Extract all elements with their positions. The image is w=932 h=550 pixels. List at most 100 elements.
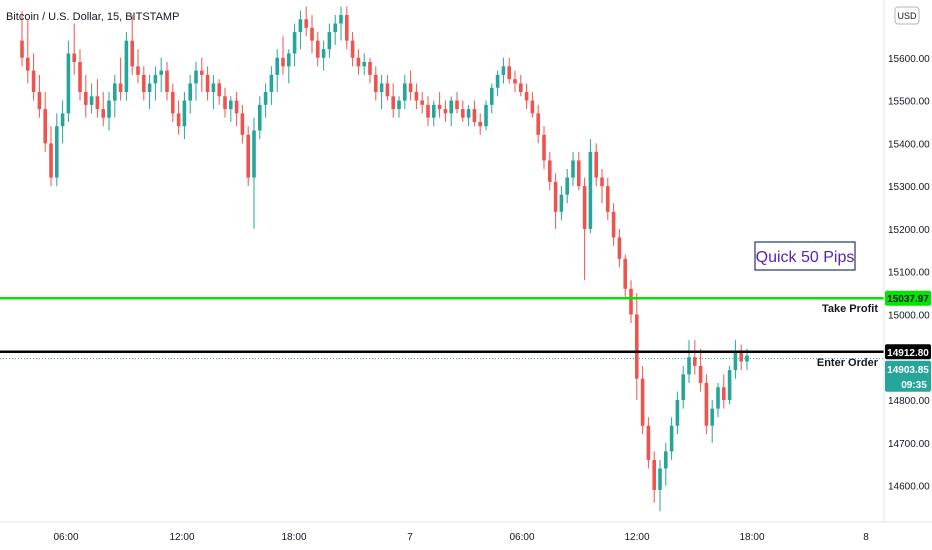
candle-body[interactable] [542, 134, 546, 161]
candle-body[interactable] [565, 177, 569, 195]
candle-body[interactable] [414, 91, 419, 101]
candle-body[interactable] [356, 57, 361, 67]
time-axis[interactable]: 06:00 12:00 18:00 7 06:00 12:00 18:00 8 [0, 521, 932, 543]
candle-body[interactable] [461, 109, 465, 118]
candle-body[interactable] [188, 83, 192, 101]
candle-body[interactable] [640, 378, 645, 426]
candle-body[interactable] [681, 374, 685, 401]
candle-body[interactable] [571, 160, 575, 178]
price-axis[interactable]: 14600.00 14700.00 14800.00 15000.00 15100.00… [883, 0, 930, 522]
candle-body[interactable] [536, 113, 540, 135]
candle-body[interactable] [171, 91, 175, 114]
candle-body[interactable] [130, 40, 134, 67]
candle-body[interactable] [658, 468, 662, 490]
candle-body[interactable] [687, 357, 691, 375]
candle-body[interactable] [142, 74, 146, 92]
candle-body[interactable] [176, 113, 181, 127]
candle-body[interactable] [136, 66, 140, 75]
candle-body[interactable] [321, 49, 326, 58]
candle-body[interactable] [229, 100, 233, 110]
candle-body[interactable] [530, 100, 535, 114]
candle-body[interactable] [472, 109, 477, 122]
candle-body[interactable] [89, 96, 94, 105]
candle-body[interactable] [722, 387, 726, 401]
candle-body[interactable] [275, 57, 279, 75]
candle-body[interactable] [333, 23, 337, 33]
candle-body[interactable] [466, 109, 471, 118]
candle-body[interactable] [310, 27, 314, 41]
currency-button[interactable]: USD [894, 6, 920, 25]
candle-body[interactable] [600, 177, 604, 187]
candle-body[interactable] [455, 100, 459, 110]
candle-body[interactable] [281, 57, 285, 67]
candle-body[interactable] [124, 40, 129, 92]
candle-body[interactable] [669, 425, 674, 452]
candle-body[interactable] [31, 70, 36, 92]
candle-body[interactable] [292, 32, 297, 54]
candle-body[interactable] [519, 83, 523, 92]
candle-body[interactable] [646, 425, 651, 460]
candle-body[interactable] [733, 352, 738, 371]
candle-body[interactable] [269, 74, 274, 92]
candle-body[interactable] [304, 19, 308, 28]
candle-body[interactable] [559, 194, 564, 212]
candle-body[interactable] [617, 237, 622, 259]
candle-body[interactable] [635, 314, 639, 379]
candle-body[interactable] [716, 387, 720, 409]
candle-body[interactable] [629, 288, 633, 315]
candle-body[interactable] [710, 408, 714, 426]
candle-body[interactable] [501, 66, 506, 75]
candle-body[interactable] [118, 83, 123, 92]
candle-body[interactable] [101, 109, 105, 118]
candle-body[interactable] [194, 70, 198, 84]
candle-body[interactable] [379, 83, 384, 92]
candle-body[interactable] [107, 100, 111, 118]
candle-body[interactable] [287, 53, 291, 67]
candle-body[interactable] [49, 143, 53, 178]
candle-body[interactable] [484, 104, 488, 127]
candle-body[interactable] [611, 211, 616, 238]
candle-body[interactable] [385, 83, 390, 97]
candle-body[interactable] [205, 74, 210, 92]
candle-body[interactable] [113, 83, 117, 101]
annotation-note[interactable]: Quick 50 Pips [754, 241, 856, 271]
candle-body[interactable] [211, 83, 216, 92]
candle-body[interactable] [350, 40, 355, 58]
symbol-title[interactable]: Bitcoin / U.S. Dollar, 15, BITSTAMP [6, 11, 179, 23]
candle-body[interactable] [588, 151, 593, 229]
candle-body[interactable] [368, 62, 372, 75]
candle-body[interactable] [316, 40, 320, 58]
candle-body[interactable] [698, 365, 703, 383]
candle-body[interactable] [553, 181, 558, 212]
candle-body[interactable] [408, 83, 413, 92]
candle-body[interactable] [43, 109, 47, 144]
candle-body[interactable] [727, 370, 732, 401]
candle-body[interactable] [95, 96, 100, 110]
candle-body[interactable] [652, 459, 656, 490]
candle-body[interactable] [252, 130, 256, 178]
candle-body[interactable] [234, 100, 239, 114]
candle-body[interactable] [675, 400, 680, 426]
candle-body[interactable] [217, 83, 221, 97]
candle-body[interactable] [739, 352, 743, 362]
candle-body[interactable] [200, 70, 204, 75]
candle-body[interactable] [258, 104, 262, 131]
candle-body[interactable] [432, 104, 436, 118]
candle-body[interactable] [223, 96, 227, 110]
candle-body[interactable] [263, 91, 268, 105]
candle-body[interactable] [513, 79, 517, 84]
candle-body[interactable] [327, 32, 332, 50]
candle-body[interactable] [426, 104, 430, 118]
candle-body[interactable] [339, 14, 343, 24]
candle-body[interactable] [403, 83, 407, 101]
candle-body[interactable] [437, 104, 442, 110]
candle-body[interactable] [20, 40, 24, 58]
candle-body[interactable] [37, 91, 42, 110]
candle-body[interactable] [704, 382, 709, 426]
candle-body[interactable] [159, 70, 163, 75]
candle-body[interactable] [582, 186, 587, 229]
candle-body[interactable] [374, 74, 378, 92]
candle-body[interactable] [490, 87, 494, 105]
candle-body[interactable] [420, 100, 424, 105]
